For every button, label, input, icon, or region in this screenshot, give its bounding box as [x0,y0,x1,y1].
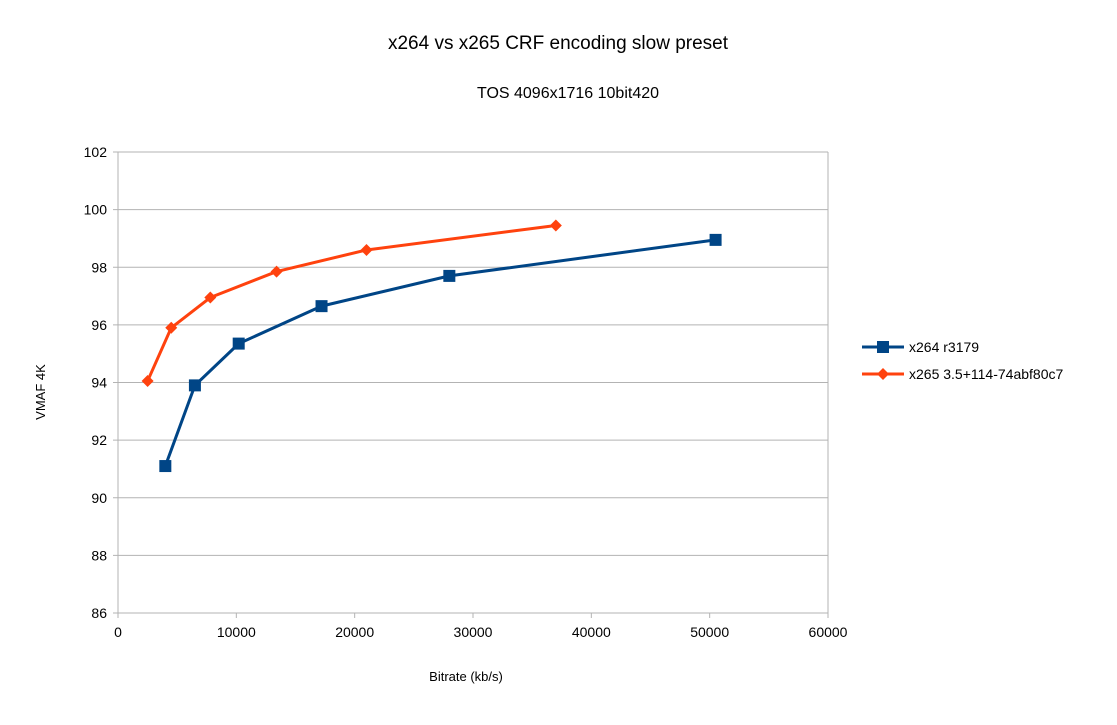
legend-swatch-marker [877,341,889,353]
x-tick-label: 20000 [335,624,374,640]
y-tick-label: 90 [91,490,107,506]
series-line [146,223,558,383]
data-point [165,321,178,334]
legend-item-1: x265 3.5+114-74abf80c7 [862,366,1063,382]
data-point [204,291,217,304]
x-tick-label: 40000 [572,624,611,640]
x-tick-label: 30000 [454,624,493,640]
y-tick-label: 92 [91,432,107,448]
data-point [315,300,328,313]
data-point [709,233,722,246]
series [141,219,722,473]
series-0 [159,233,722,473]
y-tick-label: 86 [91,605,107,621]
data-point [270,265,283,278]
y-tick-label: 94 [91,375,107,391]
grid [118,151,828,614]
data-point [159,460,172,473]
y-tick-label: 102 [84,144,108,160]
x-tick-label: 50000 [690,624,729,640]
y-tick-label: 96 [91,317,107,333]
x-tick-label: 10000 [217,624,256,640]
y-tick-label: 88 [91,547,107,563]
x-tick-label: 60000 [809,624,848,640]
legend-swatch-marker [877,368,889,380]
series-1 [141,219,562,388]
data-point [188,379,201,392]
legend-label: x265 3.5+114-74abf80c7 [909,366,1063,382]
chart-title: x264 vs x265 CRF encoding slow preset [388,33,729,54]
data-point [443,269,456,282]
data-point [232,337,245,350]
legend: x264 r3179 x265 3.5+114-74abf80c7 [862,339,1063,382]
data-point [360,243,373,256]
y-tick-label: 100 [84,202,108,218]
legend-item-0: x264 r3179 [862,339,979,355]
data-point [549,219,562,232]
x-tick-label: 0 [114,624,122,640]
chart-subtitle: TOS 4096x1716 10bit420 [477,85,659,102]
y-axis-label: VMAF 4K [33,364,48,420]
tick-labels: 86 88 90 92 94 96 98 100 102 0 10000 20000 30000 4000… [84,144,848,640]
legend-label: x264 r3179 [909,339,979,355]
y-tick-label: 98 [91,259,107,275]
data-point [141,375,154,388]
x-axis-label: Bitrate (kb/s) [429,669,503,684]
series-line [163,238,718,468]
axes [113,151,829,618]
